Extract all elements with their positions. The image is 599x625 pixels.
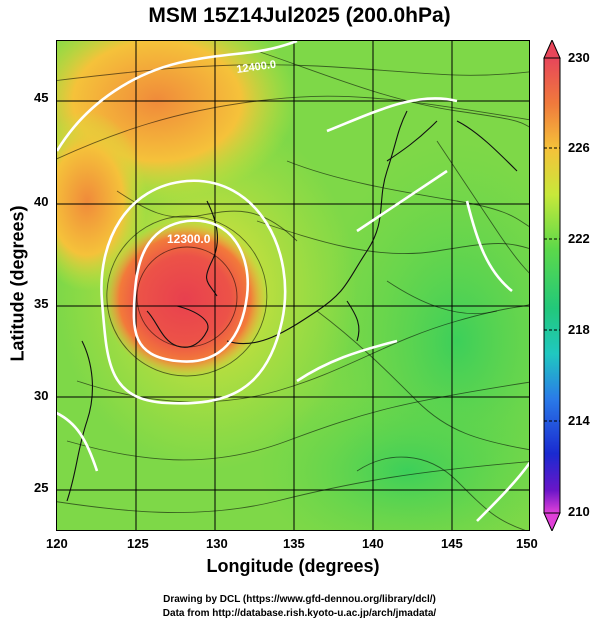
contour-label-12300: 12300.0: [167, 232, 211, 246]
colorbar-label-230: 230: [568, 50, 590, 65]
x-tick-125: 125: [127, 536, 149, 551]
height-contours: [57, 41, 529, 522]
y-tick-40: 40: [34, 194, 49, 209]
colorbar-label-222: 222: [568, 231, 590, 246]
credit-drawing: Drawing by DCL (https://www.gfd-dennou.o…: [163, 594, 436, 605]
x-tick-150: 150: [516, 536, 538, 551]
coastlines: [66, 110, 518, 502]
x-tick-140: 140: [362, 536, 384, 551]
x-tick-135: 135: [283, 536, 305, 551]
x-tick-145: 145: [441, 536, 463, 551]
colorbar-gradient: [543, 57, 561, 514]
map-plot-area: 12300.0 12400.0: [56, 40, 530, 531]
y-tick-45: 45: [34, 90, 49, 105]
colorbar-label-214: 214: [568, 413, 590, 428]
contour-label-12400: 12400.0: [236, 59, 277, 76]
credit-data: Data from http://database.rish.kyoto-u.a…: [162, 608, 437, 619]
x-axis-label: Longitude (degrees): [206, 556, 380, 576]
x-tick-130: 130: [206, 536, 228, 551]
x-tick-120: 120: [46, 536, 68, 551]
y-axis-label: Latitude (degrees): [7, 205, 28, 362]
cool-region-south: [257, 381, 529, 530]
colorbar-label-218: 218: [568, 322, 590, 337]
colorbar-label-210: 210: [568, 504, 590, 519]
y-tick-30: 30: [34, 388, 49, 403]
colorbar-label-226: 226: [568, 140, 590, 155]
colorbar: [543, 40, 561, 531]
map-svg: 12300.0 12400.0: [57, 41, 529, 530]
high-temp-core: [103, 221, 267, 377]
colorbar-bottom-arrow: [543, 512, 561, 531]
y-tick-35: 35: [34, 296, 49, 311]
chart-title: MSM 15Z14Jul2025 (200.0hPa): [148, 4, 451, 27]
y-tick-25: 25: [34, 480, 49, 495]
colorbar-top-arrow: [543, 40, 561, 59]
